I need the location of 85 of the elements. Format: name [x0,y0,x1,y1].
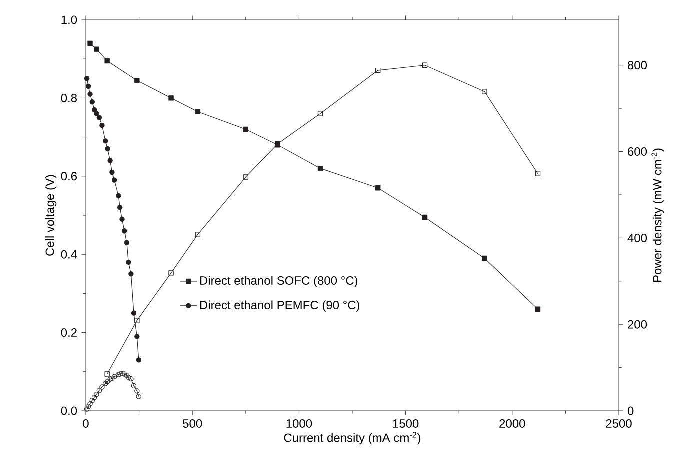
point [96,388,102,394]
point [105,379,110,384]
point [422,214,428,220]
point [422,62,428,68]
point [128,272,134,277]
point [535,171,541,176]
point [482,256,488,262]
point [131,383,137,389]
point [112,374,118,380]
y2-axis-title: Power density (mW cm$^{-2}$) [652,148,664,282]
point [88,40,93,46]
point [92,395,98,400]
point [104,58,110,64]
point [375,186,381,191]
y-tick-label: 0.0 [61,406,78,416]
x-tick-label: 1500 [393,419,419,428]
y-tick-label: 0.4 [61,250,78,259]
point [168,96,174,101]
point [84,76,90,82]
point [103,138,108,144]
point [318,111,324,116]
point [94,111,100,116]
y-tick-label: 0.8 [61,94,78,102]
point [104,372,110,377]
point [118,205,123,210]
point [86,84,92,90]
point [195,109,201,114]
point [168,270,174,276]
legend-label: Direct ethanol SOFC (800 °C) [200,276,358,288]
point [122,228,128,234]
x-tick-label: 2500 [606,419,632,428]
point [375,68,381,74]
point [100,384,105,390]
y-tick-label: 0.2 [61,328,77,338]
legend-label: Direct ethanol PEMFC (90 °C) [200,300,360,312]
point [243,174,249,180]
point [318,166,324,172]
point [535,306,541,312]
point [110,376,115,382]
y-axis-title: Cell voltage (V) [45,175,57,256]
y2-tick-label: 400 [628,234,648,242]
point [134,388,140,394]
point [131,310,137,316]
y2-tick-label: 0 [628,406,634,416]
point [120,371,125,376]
x-axis-title: Current density (mA cm$^{-2}$) [284,432,421,445]
point [126,375,132,380]
y2-tick-label: 800 [628,61,648,70]
point [116,193,122,199]
point [134,318,140,324]
y2-tick-label: 600 [628,148,648,156]
x-tick-label: 2000 [500,419,526,428]
point [108,158,113,164]
point [128,376,134,382]
x-tick-label: 0 [83,419,89,428]
y-tick-label: 1.0 [62,16,78,24]
point [122,372,128,377]
point [136,358,142,363]
point [103,381,108,386]
point [88,401,93,407]
x-tick-label: 500 [183,419,202,428]
point [90,100,95,105]
point [110,170,115,176]
y-tick-label: 0.6 [61,172,78,181]
point [243,126,249,132]
point [88,92,93,97]
point [105,146,110,152]
point [86,404,92,410]
y2-tick-label: 200 [628,320,648,329]
point [90,398,95,404]
point [108,376,113,382]
point [120,216,125,222]
point [126,260,132,266]
point [124,240,130,246]
point [482,89,488,94]
point [96,115,102,120]
point [195,232,201,238]
point [92,107,98,113]
point [134,334,140,340]
point [112,178,118,183]
x-tick-label: 1000 [286,419,312,428]
point [94,46,100,52]
point [134,78,140,84]
point [94,392,100,398]
point [100,122,105,128]
